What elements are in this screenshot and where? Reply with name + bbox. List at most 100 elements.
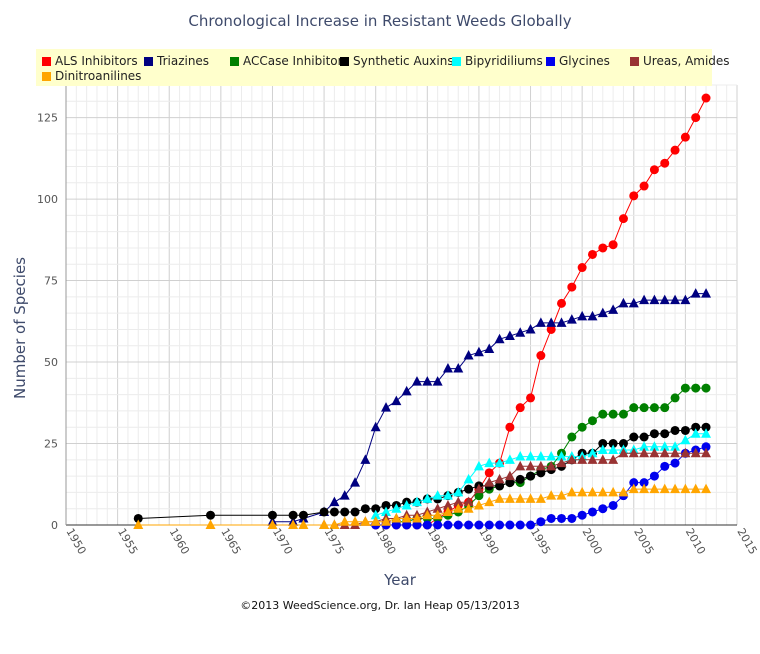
data-point bbox=[639, 441, 650, 451]
data-point bbox=[463, 473, 474, 484]
legend-swatch bbox=[630, 57, 639, 66]
data-point bbox=[587, 416, 597, 426]
data-point bbox=[329, 496, 340, 507]
x-tick-label: 1995 bbox=[528, 526, 553, 557]
data-point bbox=[608, 240, 618, 250]
data-point bbox=[670, 145, 680, 155]
data-point bbox=[494, 493, 505, 503]
data-point bbox=[680, 383, 690, 393]
data-point bbox=[639, 447, 650, 458]
data-point bbox=[463, 496, 474, 507]
data-point bbox=[546, 513, 556, 523]
legend-swatch bbox=[42, 57, 51, 66]
legend-item-dinitroanilines: Dinitroanilines bbox=[42, 69, 141, 83]
data-point bbox=[649, 483, 660, 494]
data-point bbox=[401, 385, 412, 396]
data-point bbox=[536, 517, 546, 527]
legend-label: ALS Inhibitors bbox=[55, 54, 138, 68]
data-point bbox=[463, 503, 474, 513]
data-point bbox=[628, 447, 639, 458]
x-tick-label: 1950 bbox=[63, 526, 88, 557]
data-point bbox=[494, 473, 505, 484]
data-point bbox=[411, 496, 422, 507]
x-tick-label: 1985 bbox=[425, 526, 450, 557]
data-point bbox=[680, 294, 691, 305]
data-point bbox=[504, 470, 515, 481]
data-point bbox=[566, 454, 577, 464]
data-point bbox=[608, 486, 619, 497]
data-point bbox=[597, 307, 608, 318]
data-point bbox=[577, 422, 587, 432]
legend-label: Synthetic Auxins bbox=[353, 54, 454, 68]
data-point bbox=[484, 496, 495, 507]
data-point bbox=[577, 310, 588, 321]
data-point bbox=[484, 343, 495, 353]
data-point bbox=[526, 393, 536, 403]
x-tick-label: 1970 bbox=[270, 526, 295, 557]
y-axis-label: Number of Species bbox=[11, 257, 29, 399]
data-point bbox=[319, 519, 330, 529]
data-point bbox=[659, 441, 670, 451]
legend-swatch bbox=[42, 72, 51, 81]
data-point bbox=[577, 454, 588, 464]
data-point bbox=[206, 510, 216, 520]
data-point bbox=[473, 460, 484, 471]
chart-title: Chronological Increase in Resistant Weed… bbox=[188, 12, 572, 30]
data-point bbox=[432, 376, 443, 386]
data-point bbox=[660, 158, 670, 168]
data-point bbox=[525, 323, 536, 334]
data-point bbox=[639, 478, 649, 488]
legend-item-accase-inhibitors: ACCase Inhibitors bbox=[230, 54, 349, 68]
legend-swatch bbox=[230, 57, 239, 66]
legend: ALS Inhibitors Triazines ACCase Inhibitors… bbox=[36, 49, 730, 86]
data-point bbox=[701, 93, 711, 103]
data-point bbox=[566, 486, 577, 497]
data-point bbox=[556, 457, 567, 468]
data-point bbox=[598, 409, 608, 419]
data-point bbox=[598, 243, 608, 253]
data-point bbox=[556, 317, 567, 327]
data-point bbox=[464, 484, 474, 494]
data-point bbox=[329, 519, 340, 529]
data-point bbox=[505, 520, 515, 530]
data-point bbox=[505, 478, 515, 488]
y-tick-label: 25 bbox=[44, 438, 58, 451]
data-point bbox=[473, 346, 484, 357]
legend-swatch bbox=[546, 57, 555, 66]
data-point bbox=[598, 439, 608, 449]
y-tick-label: 125 bbox=[37, 112, 58, 125]
data-point bbox=[557, 298, 567, 308]
data-point bbox=[535, 317, 546, 327]
data-point bbox=[350, 507, 360, 517]
data-point bbox=[639, 432, 649, 442]
data-point bbox=[701, 288, 712, 298]
data-point bbox=[691, 383, 701, 393]
x-tick-label: 1960 bbox=[167, 526, 192, 557]
data-point bbox=[432, 490, 443, 500]
data-point bbox=[391, 395, 402, 406]
series-dinitroanilines bbox=[133, 483, 712, 529]
series-synthetic-auxins bbox=[133, 422, 711, 523]
legend-label: Glycines bbox=[559, 54, 610, 68]
data-point bbox=[412, 520, 422, 530]
data-point bbox=[639, 403, 649, 413]
data-point bbox=[464, 520, 474, 530]
legend-swatch bbox=[452, 57, 461, 66]
data-point bbox=[484, 520, 494, 530]
data-point bbox=[442, 499, 453, 510]
data-point bbox=[608, 454, 619, 464]
data-point bbox=[639, 181, 649, 191]
data-point bbox=[659, 447, 670, 458]
x-tick-label: 1955 bbox=[115, 526, 140, 557]
data-point bbox=[691, 113, 701, 123]
legend-item-ureas-amides: Ureas, Amides bbox=[630, 54, 730, 68]
series-glycines bbox=[371, 442, 711, 530]
x-tick-label: 2015 bbox=[734, 526, 759, 557]
data-point bbox=[495, 481, 505, 491]
legend-item-als-inhibitors: ALS Inhibitors bbox=[42, 54, 138, 68]
legend-swatch bbox=[340, 57, 349, 66]
series-triazines bbox=[267, 288, 712, 526]
data-point bbox=[370, 509, 381, 520]
data-point bbox=[618, 486, 629, 497]
data-point bbox=[515, 460, 526, 471]
